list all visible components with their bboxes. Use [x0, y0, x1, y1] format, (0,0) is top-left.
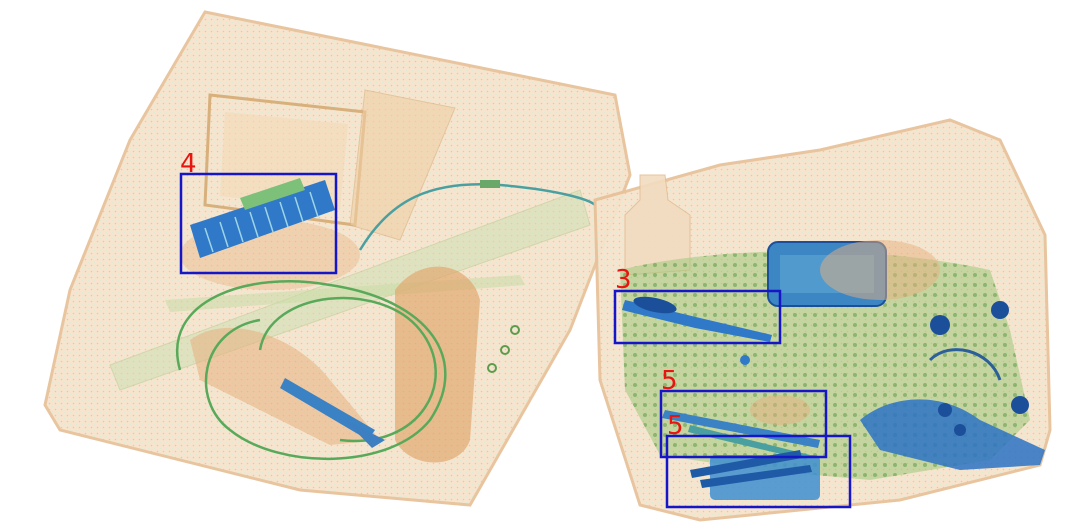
detection-box-4: 4	[179, 149, 338, 275]
left-bag	[43, 10, 632, 507]
detection-label-3: 3	[615, 265, 632, 295]
detection-label-5-upper: 5	[661, 366, 678, 396]
detection-label-4: 4	[180, 149, 197, 179]
detection-box-3: 3	[613, 265, 782, 345]
item-metal-comb	[190, 178, 335, 258]
detection-box-5-lower: 5	[665, 411, 852, 509]
detection-label-5-lower: 5	[667, 411, 684, 441]
detection-box-5-upper: 5	[659, 366, 828, 459]
right-bag	[593, 118, 1052, 522]
